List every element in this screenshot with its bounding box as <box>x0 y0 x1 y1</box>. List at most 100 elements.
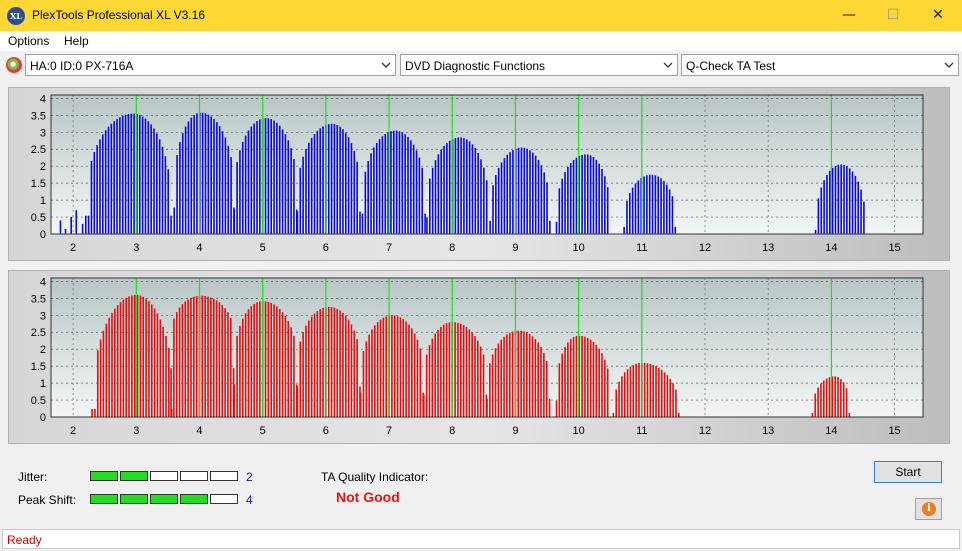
bar <box>492 185 494 234</box>
bar <box>270 302 273 417</box>
bar <box>162 326 164 417</box>
bar <box>454 322 456 417</box>
y-tick-label: 4 <box>40 276 46 288</box>
peakshift-meter <box>90 494 240 504</box>
bar <box>207 114 210 234</box>
bar <box>216 122 218 234</box>
bar <box>110 123 113 234</box>
bar <box>581 154 583 234</box>
bar <box>665 184 668 234</box>
close-button[interactable]: ✕ <box>932 7 944 23</box>
bar <box>378 139 381 234</box>
bar <box>846 166 848 234</box>
bar <box>822 380 825 417</box>
x-tick-label: 11 <box>636 242 647 254</box>
bar <box>497 343 500 417</box>
y-tick-label: 3 <box>40 127 46 139</box>
drive-select-value: HA:0 ID:0 PX-716A <box>30 59 134 73</box>
bar <box>353 330 356 417</box>
bar <box>215 300 218 417</box>
bar <box>669 378 672 417</box>
bar <box>213 118 215 234</box>
start-button[interactable]: Start <box>874 461 942 483</box>
bar <box>316 130 319 234</box>
bar <box>322 307 324 417</box>
bar <box>655 366 657 417</box>
bar <box>584 154 586 234</box>
menu-options[interactable]: Options <box>8 34 50 48</box>
bar <box>339 126 341 234</box>
bar <box>632 364 635 417</box>
bar <box>313 133 316 234</box>
bar <box>842 382 845 417</box>
bar <box>164 156 167 234</box>
bar <box>460 137 462 234</box>
bar <box>589 339 592 417</box>
bar <box>244 135 247 234</box>
bar <box>598 163 600 234</box>
bar <box>327 306 330 417</box>
bar <box>170 215 172 234</box>
bar <box>350 324 353 417</box>
bar <box>564 172 566 234</box>
bar <box>534 339 537 417</box>
bar <box>857 181 860 234</box>
bar <box>429 178 431 234</box>
bar <box>190 117 193 234</box>
bar <box>851 171 854 234</box>
bar <box>161 146 164 234</box>
bar <box>543 172 545 234</box>
function-select[interactable]: DVD Diagnostic Functions <box>400 54 678 76</box>
bar <box>368 334 370 417</box>
bar <box>523 331 525 417</box>
test-select-value: Q-Check TA Test <box>686 59 776 73</box>
bar <box>457 322 459 417</box>
bar <box>654 175 657 234</box>
bar <box>196 113 198 234</box>
status-bar: Ready <box>2 529 960 549</box>
toolbar: HA:0 ID:0 PX-716A DVD Diagnostic Functio… <box>0 52 962 78</box>
bar <box>381 136 384 234</box>
bar <box>509 152 511 234</box>
bar <box>96 145 98 234</box>
drive-select[interactable]: HA:0 ID:0 PX-716A <box>25 54 396 76</box>
bar <box>534 155 537 234</box>
bar <box>663 181 665 234</box>
title-bar: XL PlexTools Professional XL V3.16 — ☐ ✕ <box>0 0 962 31</box>
bar <box>831 167 834 234</box>
info-button[interactable]: i <box>915 498 942 520</box>
bar <box>267 118 270 234</box>
bar <box>322 126 324 234</box>
bar <box>674 226 677 234</box>
bar <box>520 147 523 234</box>
y-tick-label: 3.5 <box>31 110 46 122</box>
bar <box>503 158 506 234</box>
meter-cell <box>90 494 118 504</box>
bar <box>370 153 372 234</box>
menu-help[interactable]: Help <box>64 34 89 48</box>
bar <box>233 209 236 234</box>
bar <box>273 120 275 234</box>
bar <box>344 132 347 234</box>
bar <box>817 198 820 234</box>
bar <box>375 142 378 234</box>
bar <box>448 322 451 417</box>
bar <box>640 178 642 234</box>
bar <box>528 334 531 417</box>
bar <box>391 315 393 417</box>
bar <box>569 339 572 417</box>
x-tick-label: 7 <box>386 425 392 437</box>
bar <box>843 164 845 234</box>
y-tick-label: 4 <box>40 93 46 105</box>
bar <box>359 392 362 417</box>
bar <box>564 347 566 417</box>
bar <box>278 309 281 417</box>
maximize-button[interactable]: ☐ <box>886 7 900 23</box>
x-tick-label: 6 <box>323 242 329 254</box>
bar <box>442 324 445 417</box>
test-select[interactable]: Q-Check TA Test <box>681 54 959 76</box>
bar <box>287 140 290 234</box>
bar <box>350 143 353 234</box>
minimize-button[interactable]: — <box>842 7 856 23</box>
bar <box>133 113 135 234</box>
